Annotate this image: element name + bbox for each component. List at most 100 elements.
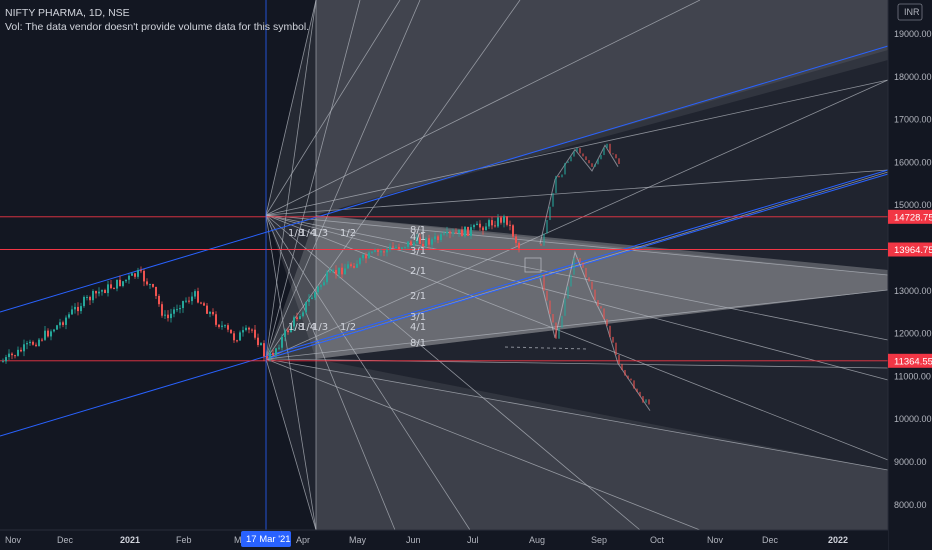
candle-body: [119, 279, 121, 286]
ghost-candle: [564, 162, 566, 175]
fan-label: 1/4: [300, 228, 316, 239]
fan-label: 1/4: [300, 322, 316, 333]
price-axis: 19000.00 18000.00 17000.00 16000.00 15000.00…: [887, 0, 932, 550]
candle-body: [458, 229, 460, 234]
ghost-candle: [564, 298, 566, 316]
ghost-candle: [606, 143, 608, 148]
candle-body: [62, 322, 64, 325]
candle-body: [65, 317, 67, 325]
candle-body: [332, 270, 334, 272]
ghost-candle: [552, 193, 554, 207]
candle-body: [32, 341, 34, 345]
fan-label: 4/1: [410, 322, 426, 333]
candle-body: [473, 225, 475, 228]
ghost-candle: [570, 274, 572, 287]
candle-body: [494, 225, 496, 227]
candle-body: [437, 236, 439, 241]
fan-label: 8/1: [410, 225, 426, 236]
candle-body: [185, 300, 187, 302]
candle-body: [215, 314, 217, 325]
candle-body: [17, 349, 19, 356]
time-tick-label: Sep: [591, 535, 607, 545]
crosshair-date-label: 17 Mar '21: [246, 534, 291, 545]
ghost-candle: [624, 369, 626, 376]
fan-label: 1/2: [340, 228, 356, 239]
candle-body: [287, 330, 289, 333]
gann-fan-labels: 1/81/41/3 1/2 8/14/13/12/12/13/14/18/11/81…: [288, 225, 426, 349]
candle-body: [182, 301, 184, 309]
price-tick-label: 8000.00: [894, 500, 927, 510]
candle-body: [188, 300, 190, 302]
candle-body: [134, 273, 136, 277]
candle-body: [359, 258, 361, 264]
ghost-candle: [573, 258, 575, 275]
candle-body: [356, 263, 358, 268]
candle-body: [392, 246, 394, 248]
ghost-candle: [633, 380, 635, 389]
candle-body: [302, 312, 304, 317]
candle-body: [41, 339, 43, 341]
ghost-candle: [591, 163, 593, 167]
fan-label: 8/1: [410, 338, 426, 349]
fan-line: [265, 289, 889, 360]
candle-body: [452, 232, 454, 234]
ghost-candle: [582, 153, 584, 157]
ghost-candle: [540, 243, 542, 246]
candle-body: [386, 249, 388, 253]
candle-body: [23, 344, 25, 352]
candle-body: [431, 239, 433, 245]
candle-body: [404, 246, 406, 248]
ghost-candle: [579, 258, 581, 263]
ghost-candle: [603, 147, 605, 156]
candle-body: [206, 305, 208, 314]
candle-body: [362, 254, 364, 259]
candle-body: [20, 349, 22, 352]
ghost-candle: [561, 315, 563, 328]
candle-body: [515, 236, 517, 243]
candle-body: [368, 252, 370, 259]
candle-body: [176, 309, 178, 311]
candle-body: [149, 284, 151, 286]
ghost-candle: [555, 175, 557, 194]
ghost-candle: [549, 300, 551, 314]
fan-wedge-fill: [266, 359, 888, 530]
candle-body: [401, 247, 403, 249]
ghost-candle: [546, 290, 548, 301]
ghost-candle: [567, 286, 569, 299]
ghost-candle: [630, 378, 632, 381]
candle-body: [143, 270, 145, 282]
candle-body: [26, 343, 28, 345]
fan-line: [265, 358, 889, 471]
candle-body: [341, 267, 343, 275]
candle-body: [479, 223, 481, 228]
price-level-badge: [888, 353, 932, 368]
ghost-candle: [618, 354, 620, 365]
candle-body: [335, 270, 337, 275]
candle-body: [131, 273, 133, 276]
price-axis-background: [888, 0, 932, 550]
candle-body: [161, 304, 163, 316]
candle-body: [110, 284, 112, 289]
candle-body: [482, 227, 484, 231]
ghost-candle: [612, 336, 614, 343]
candle-body: [152, 284, 154, 287]
candle-body: [398, 247, 400, 249]
candle-body: [86, 296, 88, 298]
candle-body: [209, 311, 211, 314]
candle-body: [347, 264, 349, 269]
candle-body: [29, 341, 31, 344]
fan-line: [265, 214, 396, 531]
fan-wedge-fill: [266, 215, 888, 359]
candle-body: [317, 286, 319, 293]
ghost-candle: [540, 274, 542, 278]
candle-body: [245, 327, 247, 331]
candle-body: [47, 330, 49, 337]
volume-note: Vol: The data vendor doesn't provide vol…: [5, 21, 310, 33]
candle-body: [422, 243, 424, 247]
fan-line: [265, 0, 361, 360]
symbol-legend: NIFTY PHARMA, 1D, NSE Vol: The data vend…: [5, 6, 309, 34]
time-tick-label: Jun: [406, 535, 421, 545]
ghost-candle: [600, 306, 602, 309]
